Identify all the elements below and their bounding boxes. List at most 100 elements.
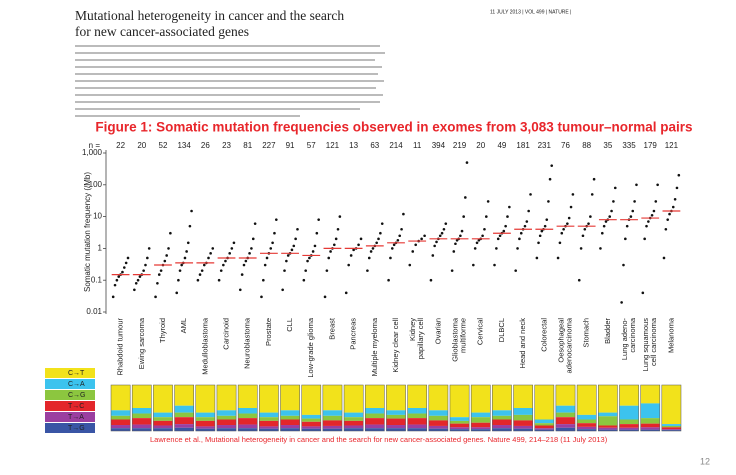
data-point xyxy=(313,244,317,248)
spectrum-frame xyxy=(280,384,300,432)
data-point xyxy=(271,241,274,245)
spectrum-segment xyxy=(555,385,576,406)
data-point xyxy=(400,227,403,231)
spectrum-segment xyxy=(216,410,237,416)
data-point xyxy=(518,237,521,241)
data-point xyxy=(666,218,669,221)
spectrum-frame xyxy=(131,384,152,432)
spectrum-segment xyxy=(238,408,258,414)
spectrum-segment xyxy=(407,418,427,425)
spectrum-segment xyxy=(259,426,279,429)
data-point xyxy=(516,247,519,250)
data-point xyxy=(402,212,405,216)
data-point xyxy=(389,256,392,260)
spectrum-frame xyxy=(534,384,555,432)
data-point xyxy=(202,263,206,267)
n-label: n = xyxy=(89,141,101,150)
data-point xyxy=(219,269,223,272)
y-tick-label: 0.1 xyxy=(91,275,103,284)
x-tick-label: CLL xyxy=(285,318,294,332)
spectrum-frame xyxy=(470,384,491,432)
spectrum-segment xyxy=(259,420,279,427)
legend-label: T→C xyxy=(68,403,84,410)
spectrum-segment xyxy=(280,410,300,416)
spectrum-segment xyxy=(640,385,660,404)
x-tick-label: Melanoma xyxy=(666,317,675,353)
data-point xyxy=(589,215,592,218)
data-point xyxy=(508,205,511,209)
data-point xyxy=(198,273,202,276)
spectrum-segment xyxy=(344,417,364,421)
spectrum-segment xyxy=(344,385,364,413)
spectrum-segment xyxy=(365,418,385,425)
spectrum-segment xyxy=(216,419,237,426)
data-point xyxy=(224,259,227,263)
data-point xyxy=(675,186,679,190)
data-point xyxy=(635,183,638,187)
data-point xyxy=(529,193,532,196)
data-point xyxy=(294,237,297,241)
spectrum-segment xyxy=(195,385,215,413)
legend-swatch xyxy=(45,423,95,433)
spectrum-segment xyxy=(174,412,194,418)
data-point xyxy=(392,243,396,247)
n-value: 26 xyxy=(201,141,210,150)
spectrum-segment xyxy=(492,385,512,411)
n-value: 52 xyxy=(159,141,168,150)
data-point xyxy=(543,224,547,228)
data-point xyxy=(302,278,306,282)
spectrum-frame xyxy=(259,384,279,432)
journal-line: 11 JULY 2013 | VOL 499 | NATURE | xyxy=(490,9,571,15)
n-value: 181 xyxy=(516,141,530,150)
data-point xyxy=(285,259,288,263)
spectrum-segment xyxy=(153,428,173,431)
spectrum-segment xyxy=(174,385,194,406)
spectrum-frame xyxy=(407,384,428,432)
spectrum-segment xyxy=(195,412,215,418)
data-point xyxy=(167,247,170,250)
data-point xyxy=(334,237,338,241)
data-point xyxy=(178,269,182,272)
spectrum-segment xyxy=(492,419,512,426)
spectrum-segment xyxy=(153,412,173,418)
spectrum-segment xyxy=(153,417,173,421)
spectrum-segment xyxy=(280,415,300,420)
data-point xyxy=(338,215,342,218)
spectrum-segment xyxy=(111,385,131,411)
data-point xyxy=(671,205,675,209)
n-value: 219 xyxy=(453,141,467,150)
spectrum-segment xyxy=(132,428,152,431)
spectrum-frame xyxy=(492,384,512,432)
data-point xyxy=(504,224,507,228)
data-point xyxy=(420,237,423,241)
data-point xyxy=(146,256,149,260)
data-point xyxy=(230,247,234,250)
n-value: 23 xyxy=(222,141,231,150)
data-point xyxy=(357,243,360,247)
spectrum-frame xyxy=(237,384,258,432)
spectrum-frame xyxy=(661,384,682,432)
data-point xyxy=(548,177,552,181)
y-tick-label: 0.01 xyxy=(86,307,102,316)
spectrum-segment xyxy=(365,413,385,419)
data-point xyxy=(538,234,542,238)
data-point xyxy=(359,237,363,241)
data-point xyxy=(581,234,585,238)
data-point xyxy=(111,295,115,299)
spectrum-segment xyxy=(449,427,470,430)
x-tick-label: AML xyxy=(179,318,188,333)
x-tick-label: Bladder xyxy=(603,318,612,344)
spectrum-segment xyxy=(513,425,533,429)
spectrum-segment xyxy=(534,428,554,430)
data-point xyxy=(332,243,336,247)
data-point xyxy=(238,288,242,292)
spectrum-segment xyxy=(471,429,491,431)
data-point xyxy=(273,231,276,235)
spectrum-segment xyxy=(174,417,194,425)
spectrum-frame xyxy=(428,384,449,432)
x-tick-label: Ewing sarcoma xyxy=(137,317,146,369)
data-point xyxy=(377,237,380,241)
data-point xyxy=(460,229,464,233)
data-point xyxy=(188,224,192,228)
x-tick-label: Cervical xyxy=(476,318,485,345)
